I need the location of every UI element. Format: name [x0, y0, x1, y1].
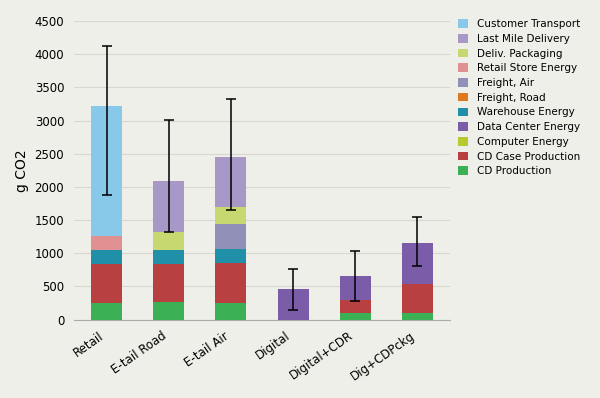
Bar: [153, 181, 184, 232]
Bar: [153, 232, 184, 250]
Bar: [91, 264, 122, 303]
Bar: [340, 313, 371, 320]
Bar: [153, 302, 184, 320]
Bar: [91, 236, 122, 250]
Bar: [340, 300, 371, 313]
Bar: [91, 106, 122, 236]
Bar: [215, 207, 247, 224]
Bar: [215, 157, 247, 207]
Y-axis label: g CO2: g CO2: [15, 149, 29, 192]
Bar: [153, 250, 184, 264]
Bar: [91, 303, 122, 320]
Bar: [215, 224, 247, 249]
Bar: [153, 264, 184, 302]
Bar: [402, 243, 433, 284]
Bar: [215, 303, 247, 320]
Bar: [340, 277, 371, 300]
Bar: [402, 284, 433, 313]
Bar: [402, 313, 433, 320]
Bar: [215, 249, 247, 263]
Legend: Customer Transport, Last Mile Delivery, Deliv. Packaging, Retail Store Energy, F: Customer Transport, Last Mile Delivery, …: [454, 15, 584, 180]
Bar: [215, 263, 247, 303]
Bar: [91, 250, 122, 264]
Bar: [278, 289, 308, 320]
